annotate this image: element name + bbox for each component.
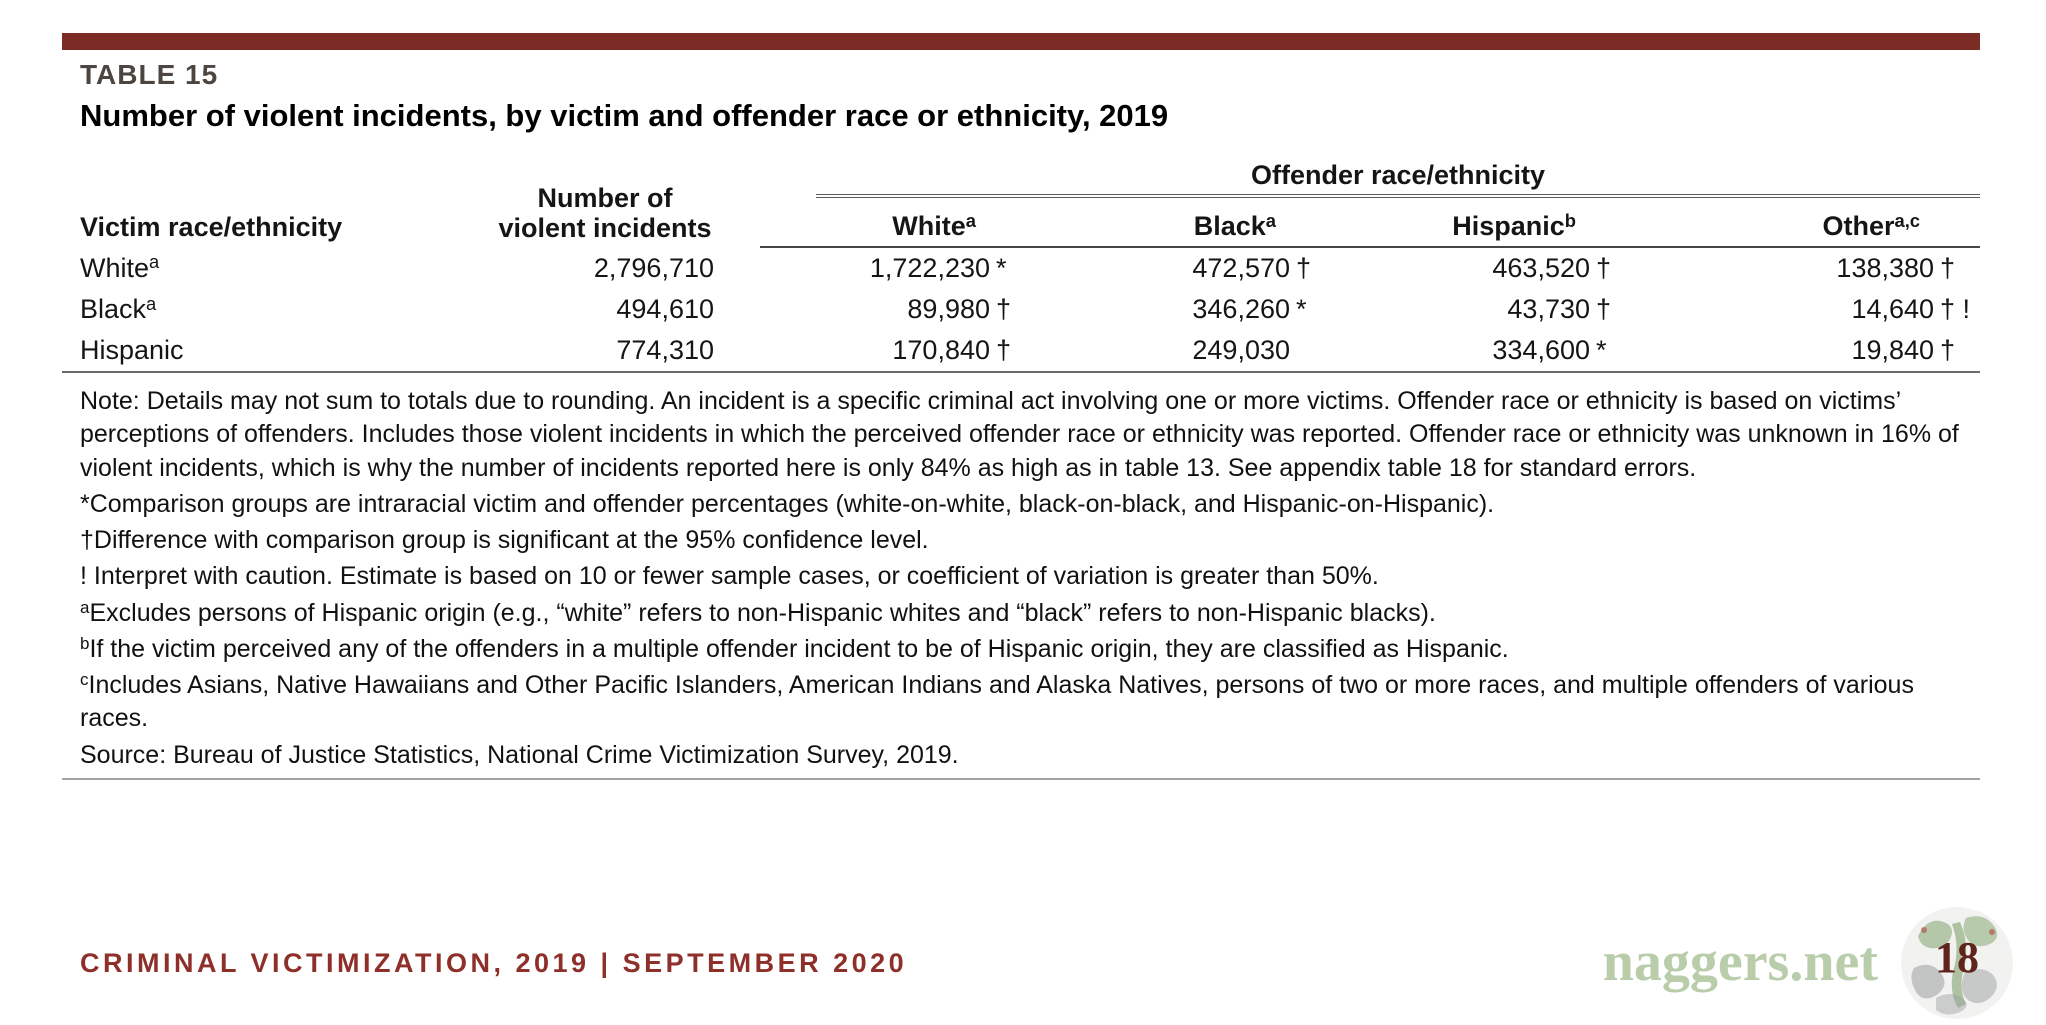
column-header-row: Whitea Blacka Hispanicb Othera,c xyxy=(62,198,1981,248)
site-logo-graphic xyxy=(1901,907,2013,1019)
other-value: 14,640 xyxy=(1851,294,1935,324)
col-header-incidents-line1: Number of xyxy=(537,182,673,213)
source-text: Source: Bureau of Justice Statistics, Na… xyxy=(80,740,959,769)
victim-cell: Hispanic xyxy=(62,330,480,373)
black-value: 346,260 xyxy=(1192,294,1290,324)
table-row: Hispanic 774,310 170,840 † 249,030 334,60… xyxy=(62,330,1981,373)
page-title: Number of violent incidents, by victim a… xyxy=(80,98,1169,133)
victim-cell: Blacka xyxy=(62,289,480,330)
victim-cell: Whitea xyxy=(62,247,480,289)
footnote-a-marker: a xyxy=(80,597,90,617)
white-mark: † xyxy=(996,335,1012,365)
col-header-hispanic-sup: b xyxy=(1564,209,1576,231)
col-header-hispanic-label: Hispanic xyxy=(1452,211,1565,241)
victim-sup: a xyxy=(146,292,157,314)
spanner-label: Offender race/ethnicity xyxy=(816,160,1981,198)
hispanic-value: 334,600 xyxy=(1492,335,1590,365)
col-header-other-sup: a,c xyxy=(1894,209,1921,231)
incidents-cell: 774,310 xyxy=(480,330,760,373)
black-value: 249,030 xyxy=(1192,335,1290,365)
report-footer-title: CRIMINAL VICTIMIZATION, 2019 | SEPTEMBER… xyxy=(80,948,908,978)
other-cell: 138,380 † xyxy=(1636,247,1980,289)
col-header-black: Blacka xyxy=(1036,198,1336,248)
white-value: 1,722,230 xyxy=(869,253,990,283)
footnote-c-text: Includes Asians, Native Hawaiians and Ot… xyxy=(80,671,1914,733)
footnote-c-marker: c xyxy=(80,670,89,690)
col-header-other-label: Other xyxy=(1822,211,1895,241)
black-cell: 249,030 xyxy=(1036,330,1336,373)
note-text: Note: Details may not sum to totals due … xyxy=(80,387,1959,482)
victim-label: White xyxy=(80,252,150,283)
col-header-hispanic: Hispanicb xyxy=(1336,198,1636,248)
victim-sup: a xyxy=(149,251,160,273)
white-value: 170,840 xyxy=(892,335,990,365)
col-header-white: Whitea xyxy=(760,198,1036,248)
table-row: Whitea 2,796,710 1,722,230 * 472,570 † 463… xyxy=(62,247,1980,289)
footnote-a-text: Excludes persons of Hispanic origin (e.g… xyxy=(89,598,1436,627)
victim-label: Hispanic xyxy=(80,335,184,365)
report-page: TABLE 15 Number of violent incidents, by… xyxy=(62,33,1981,780)
col-header-white-sup: a xyxy=(965,209,976,231)
site-logo: 18 xyxy=(1900,906,2014,1020)
black-mark: † xyxy=(1296,253,1312,283)
other-value: 19,840 xyxy=(1851,335,1935,365)
footnote-a: aExcludes persons of Hispanic origin (e.… xyxy=(80,597,1980,630)
hispanic-value: 43,730 xyxy=(1507,294,1590,324)
footnote-bang: ! Interpret with caution. Estimate is ba… xyxy=(80,562,1379,591)
black-cell: 346,260 * xyxy=(1036,289,1336,330)
hispanic-cell: 463,520 † xyxy=(1336,247,1636,289)
footnote-b-marker: b xyxy=(80,634,90,654)
incidents-cell: 2,796,710 xyxy=(480,247,760,289)
other-mark: † ! xyxy=(1940,294,1971,324)
white-cell: 170,840 † xyxy=(760,330,1036,373)
col-header-incidents: Number of violent incidents xyxy=(480,152,760,247)
hispanic-mark: † xyxy=(1596,294,1612,324)
hispanic-value: 463,520 xyxy=(1492,253,1590,283)
col-header-white-label: White xyxy=(892,211,966,241)
footnote-c: cIncludes Asians, Native Hawaiians and O… xyxy=(80,669,1980,736)
spanner-header: Offender race/ethnicity xyxy=(760,152,1981,198)
incidents-table: Victim race/ethnicity Number of violent … xyxy=(62,152,1981,373)
incidents-value: 774,310 xyxy=(616,335,714,365)
footnote-dagger: †Difference with comparison group is sig… xyxy=(80,526,929,554)
col-header-other: Othera,c xyxy=(1636,198,1981,248)
notes-section: Note: Details may not sum to totals due … xyxy=(62,385,1980,772)
col-header-black-label: Black xyxy=(1193,211,1266,241)
other-value: 138,380 xyxy=(1836,253,1935,283)
incidents-value: 2,796,710 xyxy=(593,252,714,283)
footnote-star: *Comparison groups are intraracial victi… xyxy=(80,489,1495,518)
footnote-b-text: If the victim perceived any of the offen… xyxy=(89,634,1509,663)
hispanic-cell: 334,600 * xyxy=(1336,330,1636,373)
table-label: TABLE 15 xyxy=(80,59,219,90)
accent-bar xyxy=(62,33,1980,50)
incidents-value: 494,610 xyxy=(616,294,714,324)
table-row: Blacka 494,610 89,980 † 346,260 * 43,730 † … xyxy=(62,289,1980,330)
black-value: 472,570 xyxy=(1192,253,1290,283)
hispanic-cell: 43,730 † xyxy=(1336,289,1636,330)
site-watermark: naggers.net xyxy=(1602,931,1878,993)
hispanic-mark: * xyxy=(1596,335,1607,365)
col-header-black-sup: a xyxy=(1265,209,1276,231)
other-cell: 14,640 † ! xyxy=(1636,289,1980,330)
col-header-incidents-line2: violent incidents xyxy=(498,212,712,243)
white-value: 89,980 xyxy=(907,294,990,324)
spanner-row: Victim race/ethnicity Number of violent … xyxy=(62,152,1981,243)
hispanic-mark: † xyxy=(1596,253,1612,283)
bottom-divider xyxy=(62,777,1980,780)
other-mark: † xyxy=(1940,335,1956,365)
black-cell: 472,570 † xyxy=(1036,247,1336,289)
col-header-victim: Victim race/ethnicity xyxy=(80,212,343,242)
incidents-cell: 494,610 xyxy=(480,289,760,330)
white-cell: 89,980 † xyxy=(760,289,1036,330)
black-mark: * xyxy=(1296,294,1307,324)
white-mark: † xyxy=(996,294,1012,324)
white-cell: 1,722,230 * xyxy=(760,247,1036,289)
footnote-b: bIf the victim perceived any of the offe… xyxy=(80,633,1980,666)
victim-label: Black xyxy=(80,294,147,324)
white-mark: * xyxy=(996,253,1007,283)
other-cell: 19,840 † xyxy=(1636,330,1981,373)
other-mark: † xyxy=(1940,253,1956,283)
page-number: 18 xyxy=(1935,933,1979,982)
